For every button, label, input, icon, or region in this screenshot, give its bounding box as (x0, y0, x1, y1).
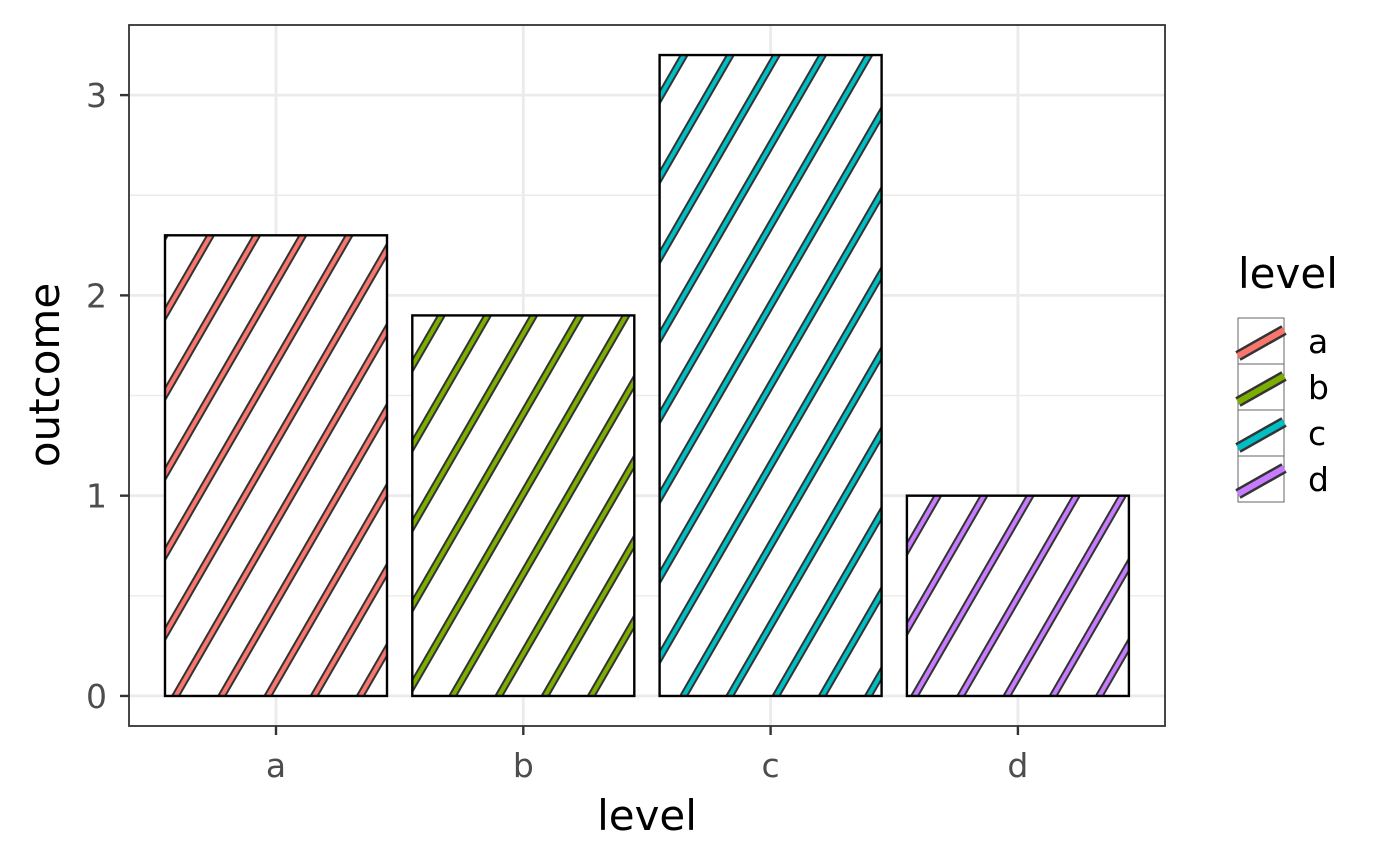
bar-b (411, 314, 636, 698)
legend-label-a: a (1308, 322, 1328, 361)
legend-label-d: d (1308, 460, 1329, 499)
y-axis-title: outcome (20, 283, 69, 467)
bar-a (163, 234, 389, 698)
x-tick-label: d (1007, 746, 1028, 785)
legend-key-a (1235, 317, 1287, 365)
legend-key-b (1235, 363, 1287, 411)
y-tick-label: 2 (86, 276, 107, 315)
legend-label-c: c (1308, 414, 1326, 453)
bar-c (658, 53, 883, 698)
y-axis: 0 1 2 3 (86, 76, 129, 716)
legend-title: level (1238, 249, 1338, 298)
x-tick-label: b (513, 746, 534, 785)
y-tick-label: 1 (86, 477, 107, 516)
x-tick-label: a (266, 746, 286, 785)
x-axis: a b c d (266, 726, 1028, 785)
x-axis-title: level (597, 791, 697, 840)
y-tick-label: 3 (86, 76, 107, 115)
bars (163, 53, 1131, 698)
legend-key-c (1235, 409, 1287, 457)
legend-key-d (1235, 455, 1287, 503)
y-tick-label: 0 (86, 677, 107, 716)
bar-d (905, 494, 1131, 698)
plot-panel-border (128, 24, 1166, 727)
legend-label-b: b (1308, 368, 1329, 407)
x-tick-label: c (762, 746, 780, 785)
